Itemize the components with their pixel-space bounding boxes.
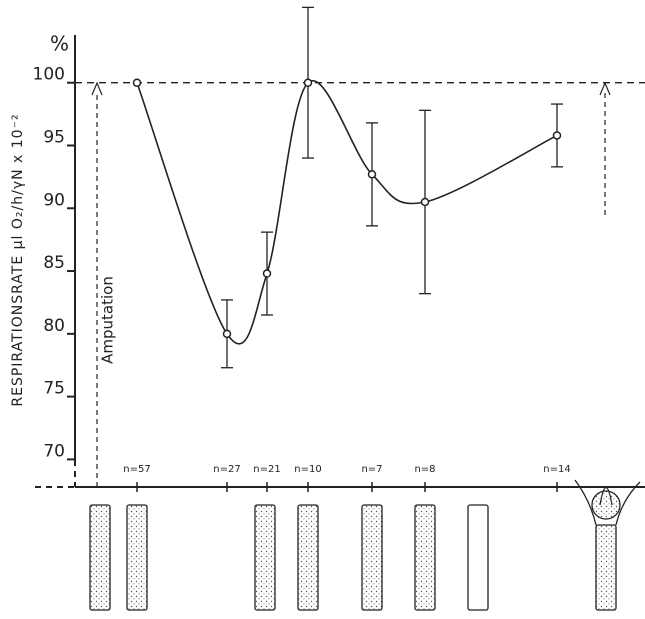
y-tick-label: 100 [33,65,65,85]
x-tick-label: n=21 [253,464,280,475]
data-point [262,269,272,278]
annotation: Amputation [99,276,117,364]
data-point [303,78,313,87]
y-tick-label: 80 [43,316,65,336]
data-point [552,131,562,140]
y-tick-label: 75 [43,379,65,399]
x-tick-label: n=10 [294,464,321,475]
x-tick-label: n=8 [414,464,435,475]
data-point [222,329,232,339]
y-tick-label: 95 [43,127,65,147]
y-tick-label: 90 [43,190,65,210]
x-tick-label: n=7 [361,464,382,475]
tube-drawings [89,479,641,611]
x-tick-label: n=27 [213,464,240,475]
x-tick-label: n=14 [543,464,570,475]
data-point [132,78,142,87]
unit-label: % [50,32,69,56]
x-tick-label: n=57 [123,464,150,475]
axes [35,35,645,488]
data-line [136,79,558,345]
data-point [420,197,430,207]
data-point [367,170,377,179]
y-tick-label: 85 [43,253,65,273]
y-axis-label: RESPIRATIONSRATE µl O₂/h/γN x 10⁻² [10,113,26,406]
y-tick-label: 70 [43,441,65,461]
